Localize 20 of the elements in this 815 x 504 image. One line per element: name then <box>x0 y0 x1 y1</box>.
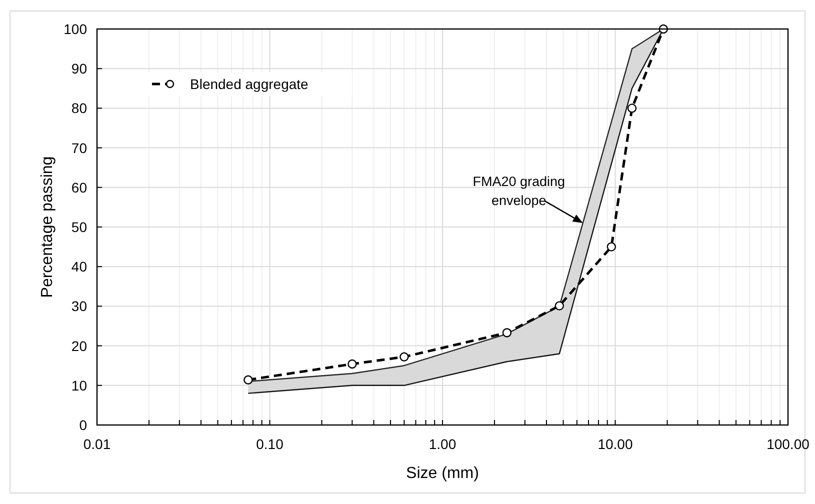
y-tick-label: 70 <box>71 140 88 156</box>
x-tick-label: 1.00 <box>428 436 456 452</box>
y-tick-label: 20 <box>71 338 88 354</box>
x-tick-label: 100.00 <box>766 436 810 452</box>
y-tick-label: 0 <box>79 417 88 433</box>
x-tick-label: 0.10 <box>256 436 284 452</box>
y-axis-title: Percentage passing <box>39 156 56 298</box>
y-tick-label: 100 <box>64 21 88 37</box>
y-tick-label: 30 <box>71 298 88 314</box>
y-tick-label: 10 <box>71 377 88 394</box>
y-tick-label: 80 <box>71 100 88 116</box>
x-axis-title: Size (mm) <box>406 465 479 482</box>
x-tick-label: 10.00 <box>598 436 633 452</box>
annotation: FMA20 grading envelope <box>472 174 566 208</box>
y-tick-label: 60 <box>71 179 88 196</box>
legend-label: Blended aggregate <box>190 76 309 92</box>
y-tick-label: 50 <box>71 219 88 235</box>
y-tick-label: 40 <box>71 258 88 275</box>
x-tick-label: 0.01 <box>83 436 111 452</box>
y-tick-label: 90 <box>71 60 88 77</box>
